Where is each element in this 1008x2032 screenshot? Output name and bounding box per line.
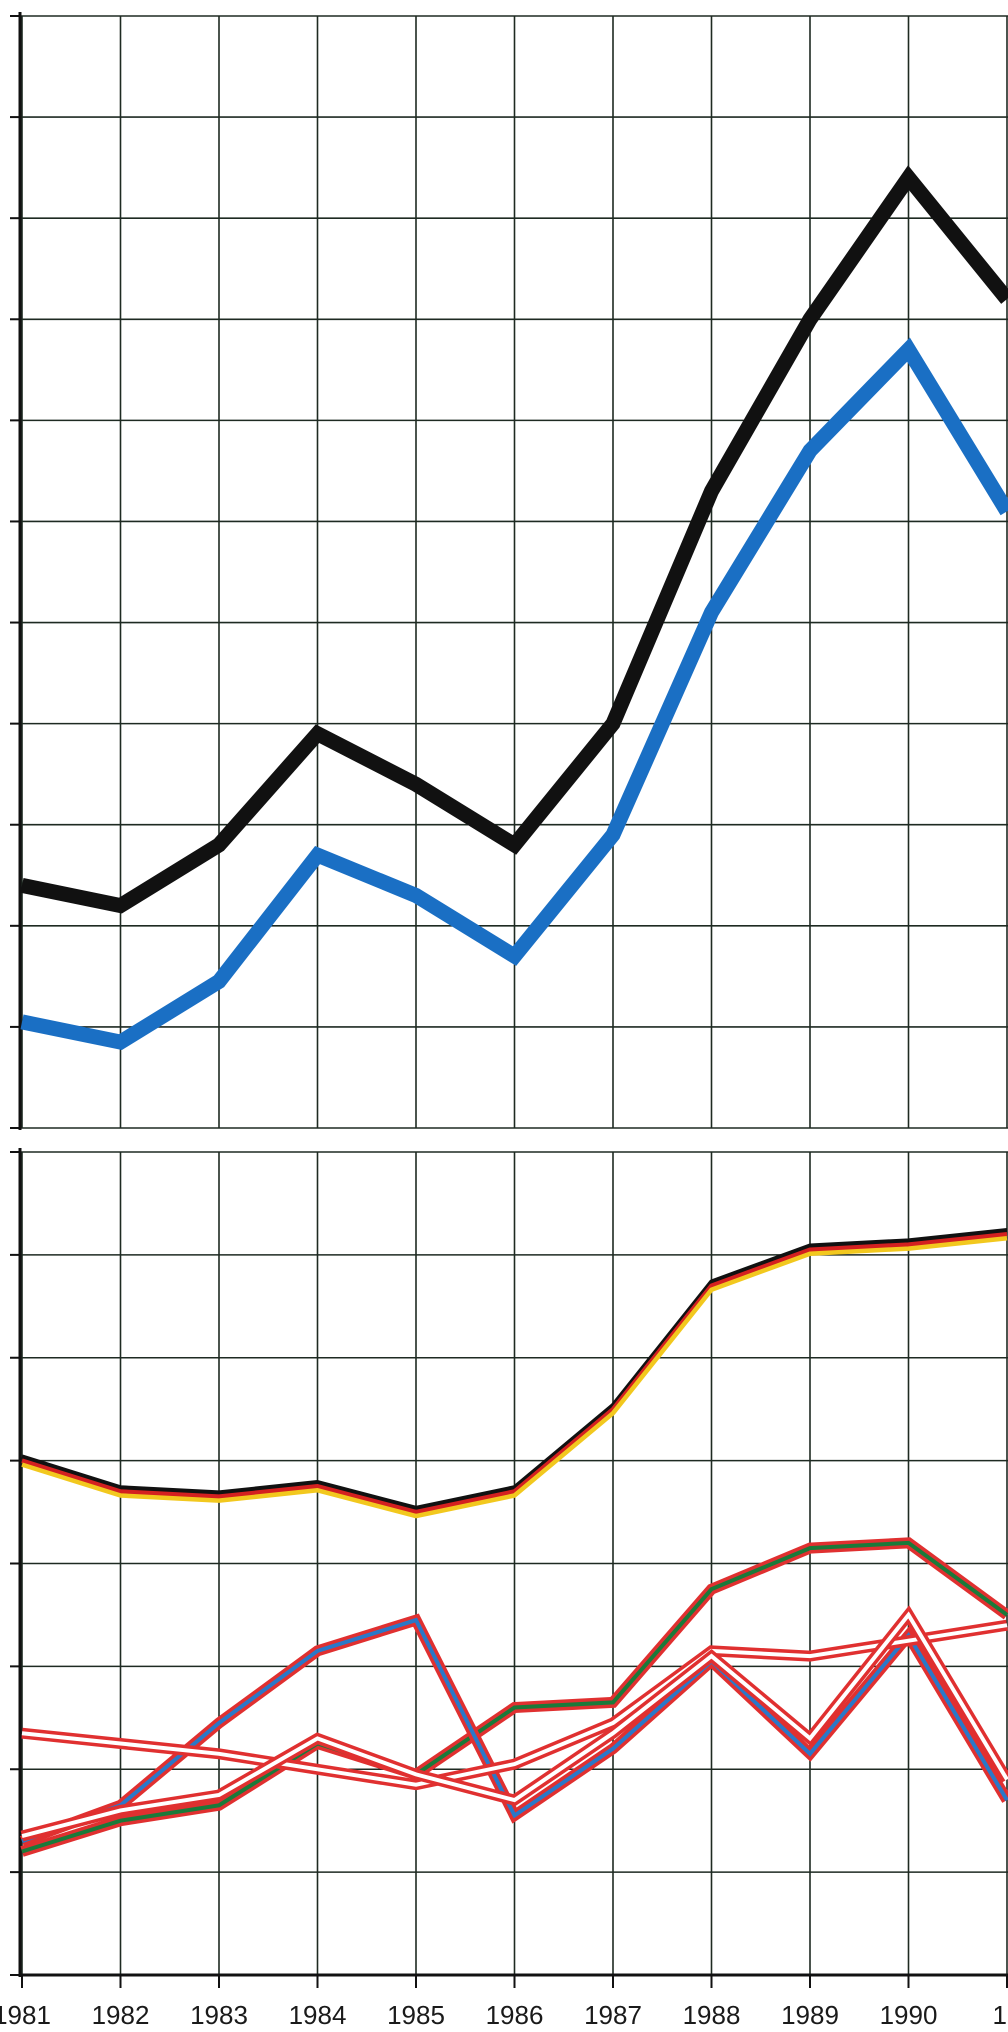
x-tick-label: 1990 bbox=[880, 2000, 938, 2030]
x-tick-label: 1983 bbox=[190, 2000, 248, 2030]
x-tick-label: 1984 bbox=[289, 2000, 347, 2030]
series-stripe bbox=[21, 1228, 1008, 1511]
x-tick-label: 1982 bbox=[92, 2000, 150, 2030]
x-tick-label: 1987 bbox=[584, 2000, 642, 2030]
upper-panel bbox=[10, 12, 1008, 1130]
lower-panel bbox=[10, 1148, 1008, 1977]
series-line-5 bbox=[20, 1605, 1008, 1842]
series-core bbox=[21, 1540, 1008, 1854]
series-stripe bbox=[21, 1236, 1008, 1519]
series-line-1 bbox=[20, 165, 1008, 914]
x-tick-label: 19 bbox=[993, 2000, 1008, 2030]
x-tick-label: 1986 bbox=[486, 2000, 544, 2030]
series-core bbox=[21, 1611, 1008, 1839]
x-tick-label: 1985 bbox=[387, 2000, 445, 2030]
series-core bbox=[21, 1623, 1008, 1787]
grid bbox=[10, 1151, 1008, 1976]
x-axis-labels: 1981 1982 1983 1984 1985 1986 1987 1988 1989 1990… bbox=[0, 1973, 1008, 2030]
series-line-2 bbox=[20, 337, 1008, 1051]
x-tick-label: 1989 bbox=[781, 2000, 839, 2030]
x-tick-label: 1981 bbox=[0, 2000, 51, 2030]
series-stripe bbox=[21, 1232, 1008, 1515]
series-line-2 bbox=[20, 1537, 1008, 1857]
series-line-4 bbox=[21, 1619, 1008, 1791]
grid bbox=[10, 15, 1008, 1129]
x-tick-label: 1988 bbox=[683, 2000, 741, 2030]
series-line-1 bbox=[21, 1228, 1008, 1519]
